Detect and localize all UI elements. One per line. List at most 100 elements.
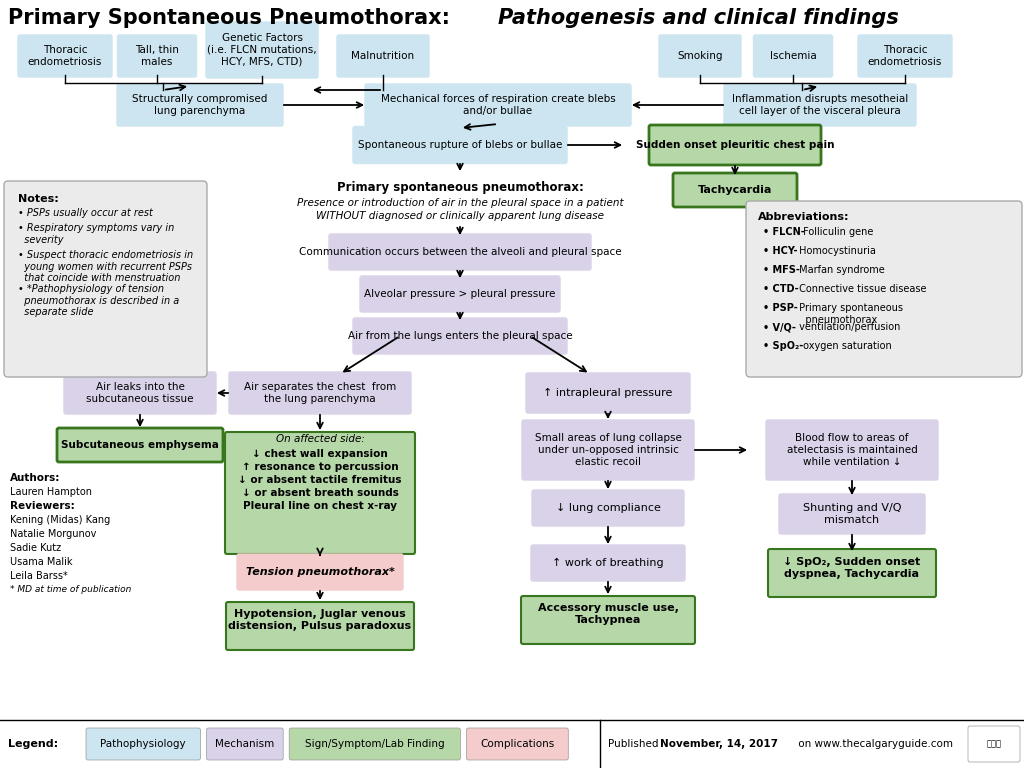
- Text: Structurally compromised
lung parenchyma: Structurally compromised lung parenchyma: [132, 94, 267, 116]
- Text: Ischemia: Ischemia: [770, 51, 816, 61]
- FancyBboxPatch shape: [329, 234, 591, 270]
- FancyBboxPatch shape: [968, 726, 1020, 762]
- Text: Shunting and V/Q
mismatch: Shunting and V/Q mismatch: [803, 503, 901, 525]
- Text: ↑ work of breathing: ↑ work of breathing: [552, 558, 664, 568]
- Text: Sign/Symptom/Lab Finding: Sign/Symptom/Lab Finding: [305, 739, 444, 749]
- FancyBboxPatch shape: [858, 35, 952, 77]
- Text: ↓ SpO₂, Sudden onset
dyspnea, Tachycardia: ↓ SpO₂, Sudden onset dyspnea, Tachycardi…: [783, 558, 921, 579]
- Text: Leila Barss*: Leila Barss*: [10, 571, 68, 581]
- FancyBboxPatch shape: [353, 127, 567, 164]
- Text: Presence or introduction of air in the pleural space in a patient: Presence or introduction of air in the p…: [297, 198, 624, 208]
- Text: • SpO₂-: • SpO₂-: [763, 341, 803, 351]
- Text: ↓ lung compliance: ↓ lung compliance: [556, 503, 660, 513]
- Text: Connective tissue disease: Connective tissue disease: [796, 284, 927, 294]
- Text: • PSP-: • PSP-: [763, 303, 798, 313]
- Text: Subcutaneous emphysema: Subcutaneous emphysema: [61, 440, 219, 450]
- Text: ↑ intrapleural pressure: ↑ intrapleural pressure: [544, 388, 673, 398]
- Text: • V/Q-: • V/Q-: [763, 322, 796, 332]
- Text: • *Pathophysiology of tension
  pneumothorax is described in a
  separate slide: • *Pathophysiology of tension pneumothor…: [18, 284, 179, 317]
- Text: Lauren Hampton: Lauren Hampton: [10, 487, 92, 497]
- FancyBboxPatch shape: [766, 420, 938, 480]
- Text: Abbreviations:: Abbreviations:: [758, 212, 850, 222]
- FancyBboxPatch shape: [724, 84, 916, 126]
- FancyBboxPatch shape: [779, 494, 925, 534]
- Text: Inflammation disrupts mesotheial
cell layer of the visceral pleura: Inflammation disrupts mesotheial cell la…: [732, 94, 908, 116]
- FancyBboxPatch shape: [237, 554, 403, 590]
- FancyBboxPatch shape: [521, 596, 695, 644]
- Text: Natalie Morgunov: Natalie Morgunov: [10, 529, 96, 539]
- Text: Hypotension, Juglar venous
distension, Pulsus paradoxus: Hypotension, Juglar venous distension, P…: [228, 609, 412, 631]
- Text: Published: Published: [608, 739, 662, 749]
- Text: Primary Spontaneous Pneumothorax:: Primary Spontaneous Pneumothorax:: [8, 8, 458, 28]
- Text: Sudden onset pleuritic chest pain: Sudden onset pleuritic chest pain: [636, 140, 835, 150]
- Text: Usama Malik: Usama Malik: [10, 557, 73, 567]
- Text: Air leaks into the
subcutaneous tissue: Air leaks into the subcutaneous tissue: [86, 382, 194, 404]
- Text: Pathophysiology: Pathophysiology: [100, 739, 186, 749]
- FancyBboxPatch shape: [207, 728, 284, 760]
- FancyBboxPatch shape: [229, 372, 411, 414]
- FancyBboxPatch shape: [768, 549, 936, 597]
- Text: Genetic Factors
(i.e. FLCN mutations,
HCY, MFS, CTD): Genetic Factors (i.e. FLCN mutations, HC…: [207, 33, 316, 67]
- Text: Folliculin gene: Folliculin gene: [800, 227, 873, 237]
- FancyBboxPatch shape: [365, 84, 631, 126]
- FancyBboxPatch shape: [659, 35, 741, 77]
- Text: Tall, thin
males: Tall, thin males: [135, 45, 179, 67]
- Text: Primary spontaneous pneumothorax:: Primary spontaneous pneumothorax:: [337, 181, 584, 194]
- FancyBboxPatch shape: [466, 728, 568, 760]
- FancyBboxPatch shape: [673, 173, 797, 207]
- Text: ↑ resonance to percussion: ↑ resonance to percussion: [242, 462, 398, 472]
- Text: Accessory muscle use,
Tachypnea: Accessory muscle use, Tachypnea: [538, 603, 679, 625]
- Text: Mechanism: Mechanism: [215, 739, 274, 749]
- FancyBboxPatch shape: [63, 372, 216, 414]
- Text: • Respiratory symptoms vary in
  severity: • Respiratory symptoms vary in severity: [18, 223, 174, 244]
- Text: Pleural line on chest x-ray: Pleural line on chest x-ray: [243, 501, 397, 511]
- Text: Smoking: Smoking: [677, 51, 723, 61]
- Text: Tension pneumothorax*: Tension pneumothorax*: [246, 567, 394, 577]
- Text: Pathogenesis and clinical findings: Pathogenesis and clinical findings: [498, 8, 899, 28]
- FancyBboxPatch shape: [746, 201, 1022, 377]
- Text: Marfan syndrome: Marfan syndrome: [796, 265, 885, 275]
- Text: Air from the lungs enters the pleural space: Air from the lungs enters the pleural sp…: [348, 331, 572, 341]
- Text: ↓ or absent breath sounds: ↓ or absent breath sounds: [242, 488, 398, 498]
- Text: Legend:: Legend:: [8, 739, 58, 749]
- FancyBboxPatch shape: [649, 125, 821, 165]
- Text: ↓ chest wall expansion: ↓ chest wall expansion: [252, 449, 388, 459]
- FancyBboxPatch shape: [206, 22, 318, 78]
- Text: Mechanical forces of respiration create blebs
and/or bullae: Mechanical forces of respiration create …: [381, 94, 615, 116]
- Text: Notes:: Notes:: [18, 194, 58, 204]
- Text: Blood flow to areas of
atelectasis is maintained
while ventilation ↓: Blood flow to areas of atelectasis is ma…: [786, 433, 918, 467]
- Text: WITHOUT diagnosed or clinically apparent lung disease: WITHOUT diagnosed or clinically apparent…: [316, 211, 604, 221]
- FancyBboxPatch shape: [4, 181, 207, 377]
- Text: ⒸⓈⒸ: ⒸⓈⒸ: [986, 740, 1001, 749]
- FancyBboxPatch shape: [353, 318, 567, 354]
- FancyBboxPatch shape: [117, 84, 283, 126]
- Text: Spontaneous rupture of blebs or bullae: Spontaneous rupture of blebs or bullae: [357, 140, 562, 150]
- FancyBboxPatch shape: [118, 35, 197, 77]
- Text: November, 14, 2017: November, 14, 2017: [660, 739, 778, 749]
- FancyBboxPatch shape: [18, 35, 112, 77]
- Text: * MD at time of publication: * MD at time of publication: [10, 585, 131, 594]
- Text: On affected side:: On affected side:: [275, 434, 365, 444]
- FancyBboxPatch shape: [226, 602, 414, 650]
- Text: • Suspect thoracic endometriosis in
  young women with recurrent PSPs
  that coi: • Suspect thoracic endometriosis in youn…: [18, 250, 194, 283]
- FancyBboxPatch shape: [360, 276, 560, 312]
- Text: oxygen saturation: oxygen saturation: [800, 341, 892, 351]
- FancyBboxPatch shape: [532, 490, 684, 526]
- Text: Reviewers:: Reviewers:: [10, 501, 75, 511]
- FancyBboxPatch shape: [337, 35, 429, 77]
- Text: Communication occurs between the alveoli and pleural space: Communication occurs between the alveoli…: [299, 247, 622, 257]
- FancyBboxPatch shape: [225, 432, 415, 554]
- Text: • MFS-: • MFS-: [763, 265, 800, 275]
- Text: Air separates the chest  from
the lung parenchyma: Air separates the chest from the lung pa…: [244, 382, 396, 404]
- Text: Kening (Midas) Kang: Kening (Midas) Kang: [10, 515, 111, 525]
- Text: Small areas of lung collapse
under un-opposed intrinsic
elastic recoil: Small areas of lung collapse under un-op…: [535, 433, 681, 467]
- Text: Primary spontaneous
   pneumothorax: Primary spontaneous pneumothorax: [796, 303, 903, 325]
- Text: Authors:: Authors:: [10, 473, 60, 483]
- FancyBboxPatch shape: [522, 420, 694, 480]
- FancyBboxPatch shape: [57, 428, 223, 462]
- Text: • CTD-: • CTD-: [763, 284, 799, 294]
- Text: Thoracic
endometriosis: Thoracic endometriosis: [867, 45, 942, 67]
- Text: Alveolar pressure > pleural pressure: Alveolar pressure > pleural pressure: [365, 289, 556, 299]
- Text: Thoracic
endometriosis: Thoracic endometriosis: [28, 45, 102, 67]
- Text: • PSPs usually occur at rest: • PSPs usually occur at rest: [18, 208, 153, 218]
